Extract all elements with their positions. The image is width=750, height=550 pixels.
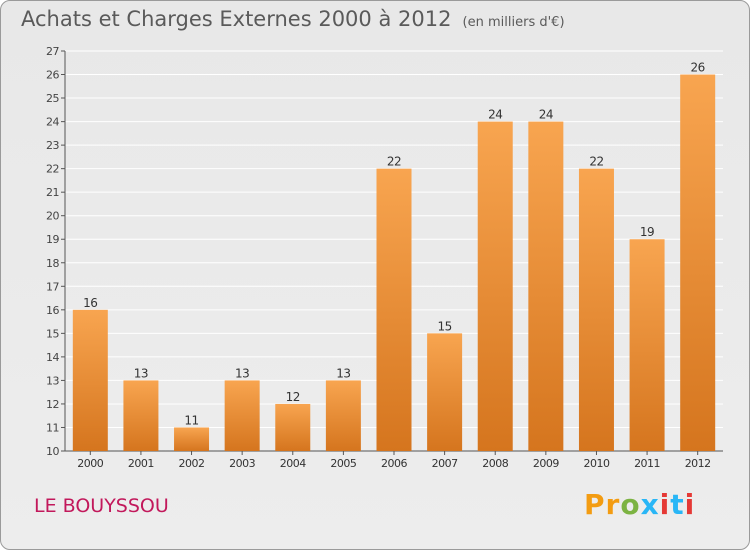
y-tick-label: 21 xyxy=(46,186,59,199)
x-tick-label: 2003 xyxy=(229,457,255,470)
logo-letter: P xyxy=(584,488,606,521)
bar xyxy=(174,427,210,451)
logo-letter: i xyxy=(659,488,671,521)
y-tick-label: 16 xyxy=(46,304,59,317)
x-tick-label: 2012 xyxy=(685,457,711,470)
bar-value-label: 22 xyxy=(589,155,603,169)
commune-name: LE BOUYSSOU xyxy=(34,495,169,517)
y-tick-label: 19 xyxy=(46,233,59,246)
bar xyxy=(578,168,614,451)
x-tick-label: 2005 xyxy=(330,457,356,470)
y-tick-label: 26 xyxy=(46,69,59,82)
y-tick-label: 17 xyxy=(46,280,59,293)
bar-value-label: 12 xyxy=(286,390,300,404)
bar-value-label: 13 xyxy=(336,366,350,380)
y-tick-label: 25 xyxy=(46,92,59,105)
bar xyxy=(528,121,564,452)
logo-letter: t xyxy=(670,488,685,521)
x-tick-label: 2008 xyxy=(482,457,508,470)
logo-letter: i xyxy=(684,488,696,521)
bar-value-label: 22 xyxy=(387,155,401,169)
labels: 10 11 12 13 14 15 16 17 18 19 20 21 22 23 24 25 26 27 16 20… xyxy=(46,45,711,470)
x-tick-label: 2010 xyxy=(583,457,609,470)
y-tick-label: 15 xyxy=(46,327,59,340)
y-tick-label: 22 xyxy=(46,163,59,176)
x-tick-label: 2007 xyxy=(432,457,458,470)
bar-value-label: 13 xyxy=(134,366,148,380)
bar-value-label: 24 xyxy=(488,108,502,122)
x-tick-label: 2009 xyxy=(533,457,559,470)
x-tick-label: 2006 xyxy=(381,457,407,470)
bar xyxy=(72,309,108,451)
bar xyxy=(477,121,513,452)
bars xyxy=(72,74,716,452)
logo-letter: o xyxy=(620,488,641,521)
bar xyxy=(224,380,260,451)
bar-value-label: 19 xyxy=(640,225,654,239)
bar-value-label: 13 xyxy=(235,366,249,380)
y-tick-label: 23 xyxy=(46,139,59,152)
y-tick-label: 10 xyxy=(46,445,59,458)
bar-value-label: 16 xyxy=(83,296,97,310)
y-tick-label: 11 xyxy=(46,421,59,434)
bar-value-label: 24 xyxy=(539,108,553,122)
x-tick-label: 2004 xyxy=(280,457,306,470)
bar-value-label: 26 xyxy=(691,61,705,75)
y-tick-label: 24 xyxy=(46,116,59,129)
y-tick-label: 18 xyxy=(46,257,59,270)
bar xyxy=(376,168,412,451)
bar xyxy=(325,380,361,451)
x-tick-label: 2002 xyxy=(179,457,205,470)
x-tick-label: 2000 xyxy=(77,457,103,470)
bar xyxy=(275,403,311,451)
bar-value-label: 11 xyxy=(184,413,198,427)
y-tick-label: 20 xyxy=(46,210,59,223)
logo-letter: x xyxy=(640,488,660,521)
title-text: Achats et Charges Externes 2000 à 2012 xyxy=(21,7,452,31)
bar xyxy=(123,380,159,451)
x-tick-label: 2001 xyxy=(128,457,154,470)
chart-title: Achats et Charges Externes 2000 à 2012 (… xyxy=(21,7,565,31)
x-tick-label: 2011 xyxy=(634,457,660,470)
y-tick-label: 13 xyxy=(46,374,59,387)
bar xyxy=(427,333,463,451)
logo-letter: r xyxy=(605,488,621,521)
bar-value-label: 15 xyxy=(437,319,451,333)
y-tick-label: 14 xyxy=(46,351,59,364)
proxiti-logo[interactable]: Proxiti xyxy=(584,488,695,521)
bar xyxy=(629,239,665,451)
y-tick-label: 27 xyxy=(46,45,59,58)
title-unit: (en milliers d'€) xyxy=(462,15,565,30)
bar xyxy=(680,74,716,451)
y-tick-label: 12 xyxy=(46,398,59,411)
